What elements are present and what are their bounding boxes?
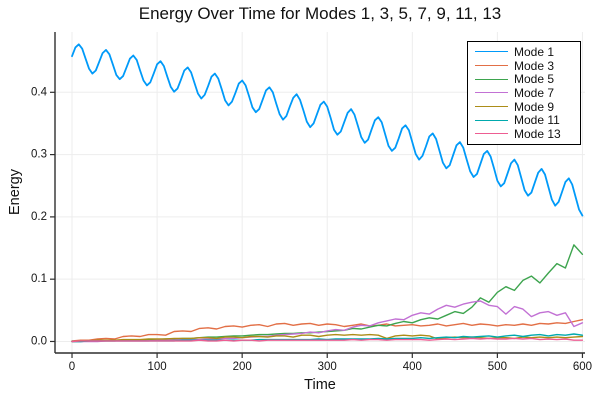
- legend-entry-mode-13: Mode 13: [468, 127, 580, 141]
- legend: Mode 1 Mode 3 Mode 5 Mode 7 Mode 9 Mode 11 Mod…: [467, 41, 581, 145]
- legend-entry-mode-9: Mode 9: [468, 100, 580, 114]
- x-tick-label: 600: [573, 361, 592, 373]
- y-tick-label: 0.3: [31, 149, 47, 161]
- legend-label: Mode 1: [514, 44, 555, 59]
- legend-entry-mode-5: Mode 5: [468, 72, 580, 86]
- legend-line-sample: [475, 106, 508, 108]
- legend-label: Mode 7: [514, 85, 555, 100]
- legend-label: Mode 3: [514, 58, 555, 73]
- x-tick-label: 500: [488, 361, 507, 373]
- legend-label: Mode 11: [514, 113, 560, 128]
- legend-entry-mode-1: Mode 1: [468, 45, 580, 59]
- x-tick-label: 200: [233, 361, 252, 373]
- legend-entry-mode-11: Mode 11: [468, 113, 580, 127]
- series-line-mode-1: [71, 43, 584, 217]
- legend-line-sample: [475, 119, 508, 121]
- legend-line-sample: [475, 51, 508, 53]
- x-tick-label: 0: [69, 361, 75, 373]
- legend-label: Mode 13: [514, 126, 561, 141]
- legend-label: Mode 9: [514, 99, 555, 114]
- legend-label: Mode 5: [514, 72, 555, 87]
- y-tick-label: 0.4: [31, 86, 48, 98]
- legend-entry-mode-3: Mode 3: [468, 59, 580, 73]
- chart-title: Energy Over Time for Modes 1, 3, 5, 7, 9…: [138, 4, 502, 23]
- legend-entry-mode-7: Mode 7: [468, 86, 580, 100]
- x-tick-label: 400: [403, 361, 422, 373]
- y-tick-label: 0.0: [31, 335, 47, 347]
- legend-line-sample: [475, 78, 508, 80]
- y-tick-label: 0.1: [31, 273, 47, 285]
- x-axis-label: Time: [304, 377, 336, 393]
- series-line-mode-3: [71, 319, 584, 342]
- legend-line-sample: [475, 133, 508, 135]
- y-tick-label: 0.2: [31, 211, 47, 223]
- legend-line-sample: [475, 65, 508, 67]
- legend-line-sample: [475, 92, 508, 94]
- x-tick-label: 100: [147, 361, 166, 373]
- series-line-mode-13: [71, 337, 584, 343]
- x-tick-label: 300: [318, 361, 337, 373]
